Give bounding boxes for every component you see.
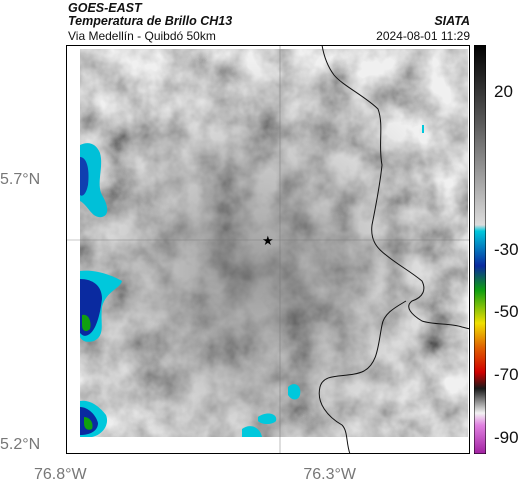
colorbar-tick-label: -70 bbox=[494, 365, 519, 385]
colorbar-gradient bbox=[474, 45, 486, 454]
cloud-field bbox=[80, 49, 468, 437]
latitude-tick-label: 5.7°N bbox=[0, 171, 41, 189]
colorbar-tick-label: -30 bbox=[494, 239, 519, 259]
map-panel: ★ bbox=[66, 45, 470, 454]
map-border bbox=[66, 45, 470, 454]
boundaries bbox=[318, 45, 470, 454]
timestamp-label: 2024-08-01 11:29 bbox=[376, 29, 470, 43]
colorbar-tick-label: -50 bbox=[494, 302, 519, 322]
location-marker-star: ★ bbox=[262, 234, 274, 249]
longitude-tick-label: 76.8°W bbox=[34, 466, 87, 483]
colorbar-tick-label: -90 bbox=[494, 428, 519, 448]
cold-cloud-tops bbox=[80, 125, 424, 437]
organization-label: SIATA bbox=[434, 14, 470, 28]
colorbar bbox=[474, 45, 486, 454]
longitude-tick-label: 76.3°W bbox=[303, 466, 356, 483]
satellite-name: GOES-EAST bbox=[68, 1, 142, 15]
brightness-temperature-map: ★ bbox=[66, 45, 470, 454]
colorbar-tick-label: 20 bbox=[494, 82, 513, 102]
latitude-tick-label: 5.2°N bbox=[0, 436, 41, 453]
product-title: Temperatura de Brillo CH13 bbox=[68, 14, 233, 28]
graticule bbox=[66, 45, 470, 454]
region-label: Via Medellín - Quibdó 50km bbox=[68, 29, 216, 43]
